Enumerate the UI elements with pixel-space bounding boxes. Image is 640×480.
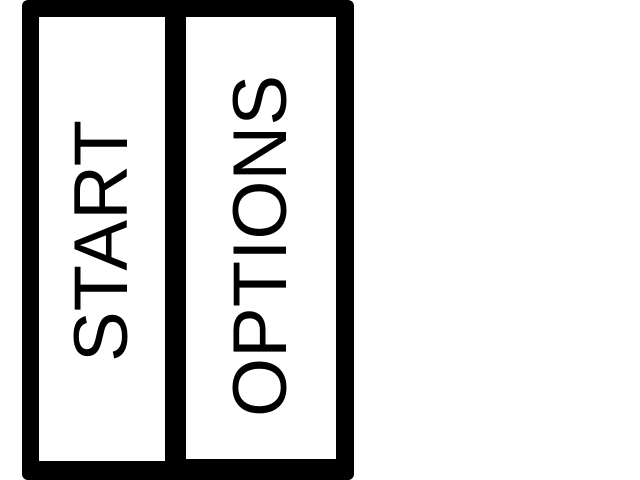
start-button-label: START: [59, 119, 144, 363]
options-button-label: OPTIONS: [218, 74, 303, 418]
options-button[interactable]: OPTIONS: [186, 17, 336, 459]
start-button[interactable]: START: [39, 17, 165, 461]
